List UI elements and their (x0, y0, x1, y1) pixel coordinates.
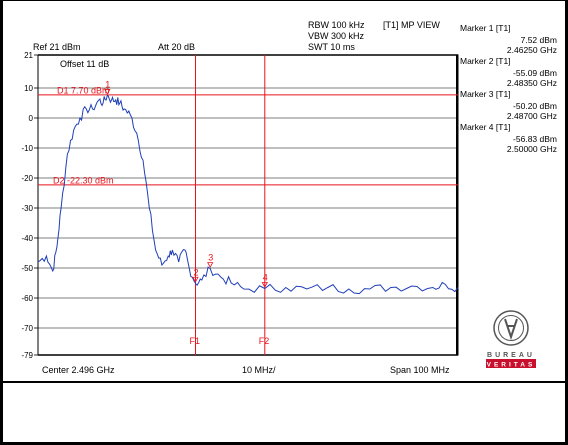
marker-symbol (104, 89, 111, 95)
marker1-title: Marker 1 [T1] (460, 23, 511, 33)
marker-readout-panel: Marker 1 [T1] 7.52 dBm 2.46250 GHz Marke… (460, 23, 557, 154)
y-tick-label: -10 (21, 144, 33, 153)
y-tick-label: -50 (21, 264, 33, 273)
d2-label: D2 -22.30 dBm (53, 175, 114, 185)
f1-label: F1 (190, 336, 201, 346)
marker1-level: 7.52 dBm (521, 35, 557, 45)
logo-word2-bg (486, 359, 536, 368)
logo-seal-inner (498, 315, 524, 341)
marker-symbol (207, 262, 214, 268)
ref-level-label: Ref 21 dBm (33, 42, 81, 52)
trace-mode-label: [T1] MP VIEW (383, 20, 440, 30)
y-tick-label: -20 (21, 174, 33, 183)
marker-symbol (261, 282, 268, 288)
y-tick-label: 10 (24, 84, 33, 93)
y-tick-label: -40 (21, 234, 33, 243)
marker-label: 1 (105, 79, 110, 89)
d1-label: D1 7.70 dBm (57, 85, 110, 95)
marker-label: 3 (208, 253, 213, 263)
y-tick-label: -60 (21, 294, 33, 303)
y-tick-label: 0 (29, 114, 34, 123)
marker-labels: 1 23 4 (104, 79, 268, 288)
marker4-freq: 2.50000 GHz (507, 144, 557, 154)
logo-word-bg (486, 350, 536, 358)
marker3-freq: 2.48700 GHz (507, 111, 557, 121)
bottom-divider (3, 381, 565, 383)
y-tick-labels: 21 10 0 -10 -20 -30 -40 -50 -60 -70 -79 (21, 51, 33, 360)
logo-word-veritas: VERITAS (487, 362, 536, 369)
lower-blank-area (3, 383, 565, 442)
logo-seal-figure (504, 318, 518, 341)
marker3-level: -50.20 dBm (513, 101, 557, 111)
center-frequency-label: Center 2.496 GHz (42, 365, 115, 375)
marker1-freq: 2.46250 GHz (507, 45, 557, 55)
offset-label: Offset 11 dB (60, 59, 109, 69)
f2-label: F2 (259, 336, 270, 346)
vbw-label: VBW 300 kHz (308, 31, 365, 41)
marker4-level: -56.83 dBm (513, 134, 557, 144)
y-tick-label: -79 (21, 351, 33, 360)
marker-label: 4 (263, 272, 268, 282)
marker2-title: Marker 2 [T1] (460, 56, 511, 66)
y-tick-label: -70 (21, 324, 33, 333)
span-label: Span 100 MHz (390, 365, 450, 375)
marker2-freq: 2.48350 GHz (507, 78, 557, 88)
plot-frame (37, 54, 459, 356)
bureau-veritas-logo: BUREAU VERITAS (486, 310, 536, 369)
y-tick-label: -30 (21, 204, 33, 213)
attenuation-label: Att 20 dB (158, 42, 195, 52)
y-tick-label: 21 (24, 51, 33, 60)
marker-label: 2 (194, 267, 199, 277)
swt-label: SWT 10 ms (308, 42, 355, 52)
division-label: 10 MHz/ (242, 365, 276, 375)
marker3-title: Marker 3 [T1] (460, 89, 511, 99)
marker-symbol (192, 276, 199, 283)
marker2-level: -55.09 dBm (513, 68, 557, 78)
marker4-title: Marker 4 [T1] (460, 122, 511, 132)
rbw-label: RBW 100 kHz (308, 20, 365, 30)
y-grid (34, 54, 458, 356)
logo-word-bureau: BUREAU (487, 352, 535, 359)
trace-1 (37, 94, 459, 295)
